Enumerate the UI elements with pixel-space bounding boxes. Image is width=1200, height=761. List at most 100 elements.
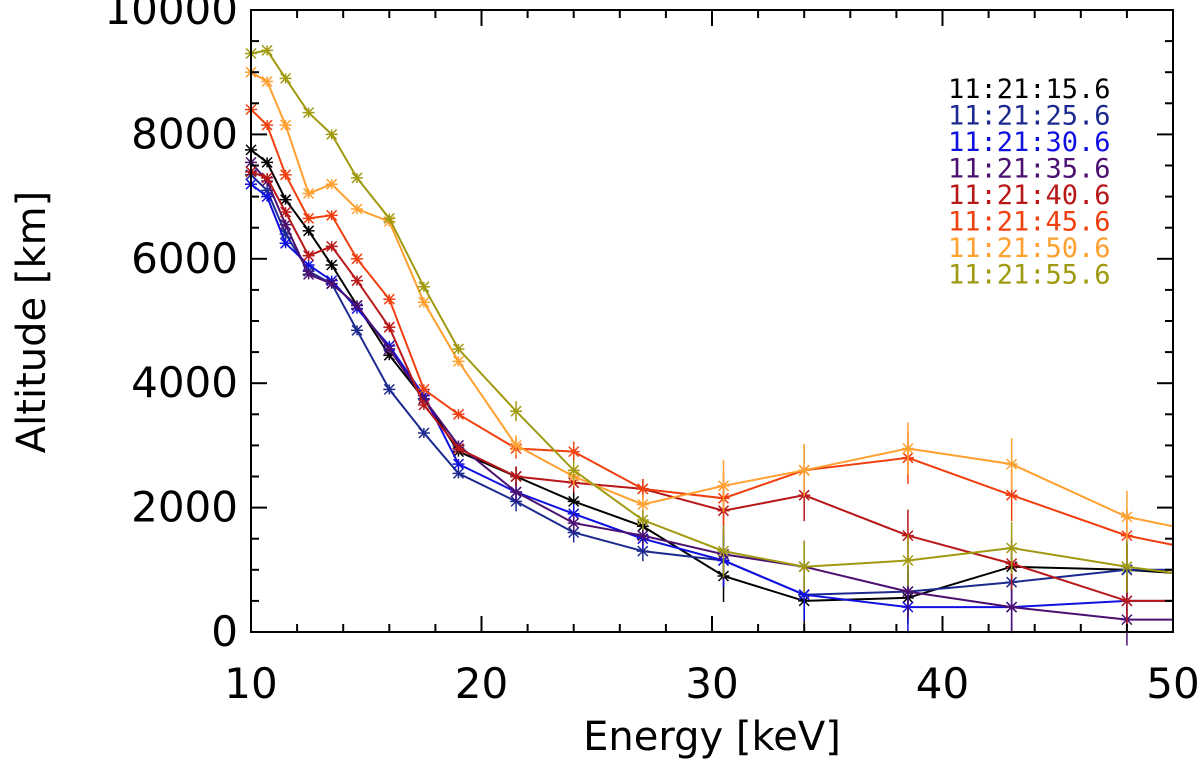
data-point	[279, 119, 292, 131]
data-point	[351, 203, 363, 215]
data-point	[325, 209, 338, 221]
legend-entry: 11:21:35.6	[948, 154, 1111, 185]
data-point	[452, 343, 465, 355]
data-point	[302, 107, 315, 119]
data-point	[351, 253, 363, 265]
x-tick-label: 50	[1146, 659, 1199, 708]
data-point	[417, 399, 430, 411]
y-tick-label: 4000	[131, 358, 238, 407]
data-point	[636, 530, 649, 542]
data-point	[325, 178, 338, 190]
data-point	[261, 44, 274, 56]
data-point	[383, 212, 396, 224]
x-tick-label: 30	[685, 659, 738, 708]
data-point	[510, 439, 523, 451]
data-point	[383, 343, 396, 355]
data-point	[279, 219, 292, 231]
data-point	[302, 250, 315, 262]
data-point	[351, 299, 363, 311]
data-point	[261, 191, 274, 203]
data-point	[261, 119, 274, 131]
data-point	[901, 442, 914, 455]
data-point	[510, 486, 523, 498]
data-point	[417, 296, 430, 308]
data-point	[510, 405, 523, 417]
data-point	[417, 383, 430, 395]
series-11:21:55.6	[245, 44, 1174, 593]
y-tick-label: 8000	[131, 109, 238, 158]
data-point	[717, 480, 730, 492]
data-point	[567, 495, 580, 507]
legend-entry: 11:21:25.6	[948, 101, 1111, 132]
data-point	[567, 464, 580, 476]
series-line	[250, 149, 1174, 602]
data-point	[325, 240, 338, 252]
data-point	[383, 321, 396, 333]
data-point	[636, 514, 649, 526]
series-11:21:50.6	[245, 66, 1174, 543]
legend-entry: 11:21:55.6	[948, 260, 1111, 291]
y-tick-label: 0	[211, 607, 238, 656]
data-point	[567, 517, 580, 529]
data-point	[279, 194, 292, 206]
data-point	[636, 498, 649, 511]
y-axis-title: Altitude [km]	[9, 191, 55, 453]
legend-entry: 11:21:40.6	[948, 180, 1111, 211]
data-point	[279, 72, 292, 84]
data-point	[567, 446, 580, 458]
data-point	[452, 442, 465, 455]
data-point	[351, 275, 363, 287]
data-point	[302, 212, 315, 224]
data-point	[798, 589, 811, 601]
y-tick-label: 10000	[104, 0, 238, 34]
data-point	[325, 278, 338, 290]
data-point	[279, 206, 292, 218]
data-point	[1120, 595, 1133, 607]
data-point	[383, 383, 396, 395]
data-point	[1005, 458, 1018, 470]
series-line	[250, 71, 1174, 528]
data-point	[1120, 511, 1133, 523]
data-point	[325, 259, 338, 271]
data-point	[417, 281, 430, 293]
legend-entry: 11:21:30.6	[948, 127, 1111, 158]
data-point	[452, 408, 465, 420]
series-line	[250, 170, 1173, 602]
data-point	[261, 156, 274, 168]
data-point	[417, 427, 430, 439]
data-point	[1120, 561, 1133, 573]
series-line	[250, 49, 1174, 574]
data-point	[636, 545, 649, 557]
data-point	[261, 172, 274, 184]
data-point	[510, 470, 523, 483]
data-point	[798, 464, 811, 476]
data-point	[279, 237, 292, 249]
data-point	[383, 293, 396, 305]
series-line	[250, 108, 1174, 546]
x-axis-title: Energy [keV]	[583, 714, 841, 760]
data-point	[1005, 542, 1018, 554]
data-point	[452, 355, 465, 367]
series-line	[250, 161, 1173, 621]
x-tick-label: 20	[455, 659, 508, 708]
legend-entry: 11:21:45.6	[948, 207, 1111, 238]
data-point	[302, 225, 315, 237]
x-tick-label: 10	[224, 659, 277, 708]
y-tick-label: 2000	[131, 483, 238, 532]
data-point	[261, 75, 274, 88]
data-point	[717, 545, 730, 557]
data-point	[452, 458, 465, 470]
data-point	[452, 467, 465, 479]
data-point	[279, 169, 292, 181]
data-point	[351, 172, 363, 184]
data-point	[351, 324, 363, 336]
data-point	[325, 128, 338, 140]
data-point	[302, 268, 315, 280]
legend-entry: 11:21:15.6	[948, 74, 1111, 105]
y-tick-label: 6000	[131, 234, 238, 283]
data-point	[1005, 601, 1018, 613]
data-point	[1005, 489, 1018, 501]
data-point	[901, 554, 914, 567]
data-point	[798, 561, 811, 573]
data-point	[302, 187, 315, 200]
